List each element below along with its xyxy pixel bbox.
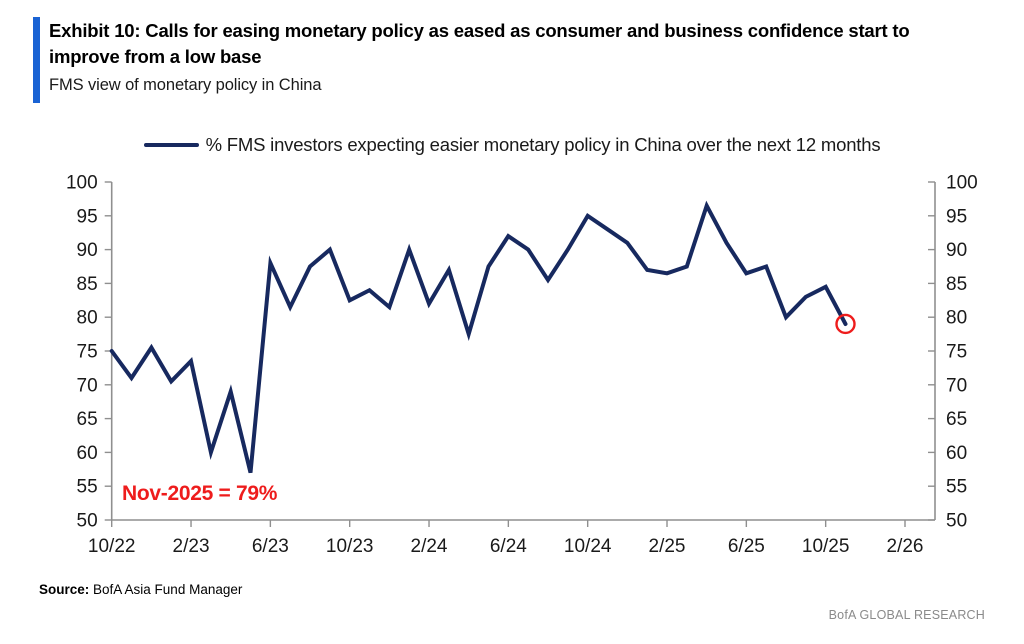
x-tick-label: 6/24 <box>490 536 527 557</box>
y-tick-label-left: 60 <box>77 443 98 464</box>
x-tick-label: 2/26 <box>887 536 924 557</box>
annotation-label: Nov-2025 = 79% <box>122 482 278 505</box>
y-tick-label-right: 55 <box>946 477 967 498</box>
y-tick-label-left: 65 <box>77 409 98 430</box>
y-tick-label-left: 95 <box>77 206 98 227</box>
chart-legend: % FMS investors expecting easier monetar… <box>0 134 1024 156</box>
y-tick-label-left: 50 <box>77 511 98 532</box>
x-tick-label: 2/23 <box>173 536 210 557</box>
y-tick-label-right: 50 <box>946 511 967 532</box>
y-tick-label-left: 90 <box>77 240 98 261</box>
y-tick-label-right: 85 <box>946 274 967 295</box>
title-accent-bar <box>33 17 40 103</box>
x-tick-label: 10/25 <box>802 536 850 557</box>
legend-label: % FMS investors expecting easier monetar… <box>205 134 881 155</box>
y-tick-label-right: 75 <box>946 342 967 363</box>
y-tick-label-right: 60 <box>946 443 967 464</box>
y-tick-label-left: 55 <box>77 477 98 498</box>
source-text: BofA Asia Fund Manager <box>89 582 243 597</box>
source-label: Source: <box>39 582 90 597</box>
x-tick-label: 10/23 <box>326 536 374 557</box>
y-tick-label-right: 70 <box>946 375 967 396</box>
chart-subtitle: FMS view of monetary policy in China <box>49 76 322 94</box>
x-tick-label: 6/25 <box>728 536 765 557</box>
legend-line-marker <box>143 142 199 148</box>
y-tick-label-left: 80 <box>77 308 98 329</box>
exhibit-title: Exhibit 10: Calls for easing monetary po… <box>49 20 910 67</box>
source-line: Source: BofA Asia Fund Manager <box>39 582 242 597</box>
x-tick-label: 10/22 <box>88 536 136 557</box>
y-tick-label-right: 100 <box>946 173 978 194</box>
y-tick-label-left: 70 <box>77 375 98 396</box>
data-line <box>109 200 848 474</box>
y-tick-label-right: 65 <box>946 409 967 430</box>
y-tick-label-left: 75 <box>77 342 98 363</box>
y-tick-label-left: 85 <box>77 274 98 295</box>
x-tick-label: 10/24 <box>564 536 612 557</box>
x-tick-label: 6/23 <box>252 536 289 557</box>
x-tick-label: 2/24 <box>411 536 448 557</box>
y-tick-label-left: 100 <box>66 173 98 194</box>
header: Exhibit 10: Calls for easing monetary po… <box>33 17 983 103</box>
header-text: Exhibit 10: Calls for easing monetary po… <box>49 17 983 103</box>
bofa-branding: BofA GLOBAL RESEARCH <box>828 608 985 622</box>
y-tick-label-right: 90 <box>946 240 967 261</box>
y-tick-label-right: 95 <box>946 206 967 227</box>
y-tick-label-right: 80 <box>946 308 967 329</box>
x-tick-label: 2/25 <box>649 536 686 557</box>
last-point-highlight-circle <box>835 313 856 335</box>
